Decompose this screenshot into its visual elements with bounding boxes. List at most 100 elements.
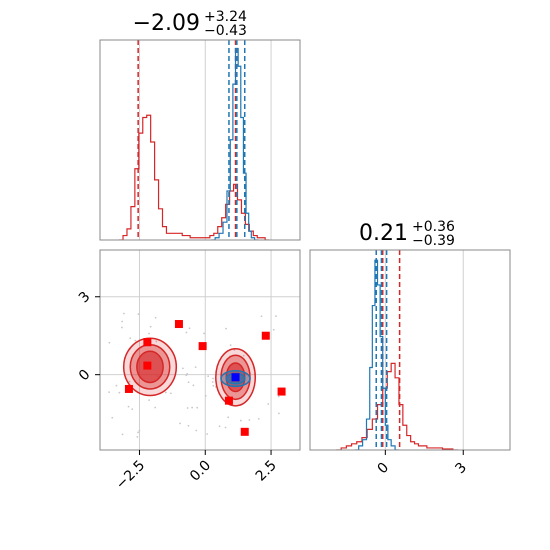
sample-point: [131, 408, 134, 411]
sample-point: [154, 316, 157, 319]
sample-point: [233, 349, 236, 351]
sample-point: [224, 426, 227, 429]
sample-point: [239, 419, 242, 422]
title-param-1-value: −2.09: [133, 11, 200, 36]
sample-point: [277, 395, 280, 398]
sample-point: [242, 354, 245, 357]
sample-point: [134, 339, 137, 342]
y-tick-label: 0: [76, 367, 94, 385]
x-tick-label: 2.5: [253, 458, 280, 485]
x-tick-label: 3: [452, 460, 470, 478]
sample-point: [188, 327, 191, 330]
sample-point: [194, 366, 197, 368]
joint-density-panel: −2.5 0.0 2.5 0 3: [76, 249, 301, 493]
histogram-series: [119, 114, 270, 240]
marker-square: [174, 320, 183, 329]
title-param-2: 0.21 +0.36 −0.39: [359, 219, 455, 249]
marker-square: [277, 387, 286, 396]
axes-frame: [99, 249, 301, 451]
title-param-1-plus: +3.24: [204, 9, 247, 25]
sample-point: [115, 384, 118, 387]
sample-point: [211, 381, 214, 383]
sample-point: [154, 406, 157, 409]
x-tick-label: 0.0: [187, 458, 214, 485]
sample-point: [182, 367, 184, 370]
sample-point: [225, 327, 227, 330]
sample-point: [121, 320, 124, 323]
sample-point: [185, 331, 188, 334]
sample-point: [164, 391, 167, 394]
title-param-1: −2.09 +3.24 −0.43: [133, 9, 247, 39]
sample-point: [186, 407, 189, 409]
sample-point: [137, 313, 140, 316]
marker-square: [240, 427, 249, 436]
sample-point: [148, 399, 151, 402]
sample-point: [204, 394, 207, 397]
sample-point: [138, 429, 141, 432]
x-tick-label: 0: [375, 460, 393, 478]
histogram-series: [335, 362, 459, 450]
sample-point: [257, 417, 260, 420]
axes-frame: [99, 39, 301, 241]
title-param-2-plus: +0.36: [412, 219, 455, 235]
sample-point: [207, 375, 210, 378]
sample-point: [278, 412, 280, 415]
sample-point: [187, 381, 190, 384]
sample-point: [122, 312, 125, 315]
sample-point: [148, 332, 150, 335]
sample-point: [129, 337, 132, 340]
title-param-1-minus: −0.43: [204, 23, 247, 39]
sample-point: [212, 377, 214, 380]
sample-point: [260, 315, 263, 318]
sample-point: [127, 405, 130, 408]
sample-point: [186, 372, 189, 375]
sample-point: [227, 416, 230, 419]
sample-point: [218, 425, 221, 428]
sample-point: [128, 380, 131, 383]
grid: [138, 40, 272, 240]
marker-square: [143, 361, 152, 370]
sample-point: [275, 315, 277, 317]
title-param-2-value: 0.21: [359, 221, 408, 246]
sample-point: [192, 384, 195, 387]
y-tick-label: 3: [76, 289, 94, 307]
sample-point: [137, 431, 139, 434]
marker-square: [224, 396, 233, 405]
sample-point: [111, 416, 114, 419]
sample-point: [118, 391, 121, 394]
marker-square: [198, 342, 207, 351]
sample-point: [121, 326, 123, 329]
sample-point: [179, 422, 181, 425]
sample-point: [267, 403, 270, 405]
sample-point: [206, 433, 209, 435]
sample-point: [272, 328, 275, 331]
sample-point: [191, 406, 194, 409]
sample-point: [248, 419, 251, 421]
marker-square: [143, 338, 152, 347]
sample-point: [108, 391, 111, 394]
sample-point: [169, 392, 172, 395]
sample-point: [187, 424, 190, 427]
marker-square-blue: [231, 373, 240, 382]
title-param-2-minus: −0.39: [412, 233, 455, 249]
sample-point: [195, 429, 198, 432]
sample-point: [185, 374, 188, 377]
sample-point: [149, 325, 152, 328]
sample-point: [229, 344, 232, 346]
sample-point: [212, 384, 215, 387]
histogram-series: [354, 259, 399, 450]
marginal-histogram-param-1: [99, 39, 301, 241]
density-contours: [108, 312, 286, 438]
sample-point: [203, 332, 205, 335]
sample-point: [136, 436, 139, 438]
sample-point: [155, 340, 158, 343]
marker-square: [261, 331, 270, 340]
axes-frame: [309, 249, 511, 451]
x-tick-label: −2.5: [113, 458, 148, 493]
sample-point: [121, 433, 124, 436]
sample-point: [108, 341, 111, 344]
histograms: [335, 250, 459, 450]
